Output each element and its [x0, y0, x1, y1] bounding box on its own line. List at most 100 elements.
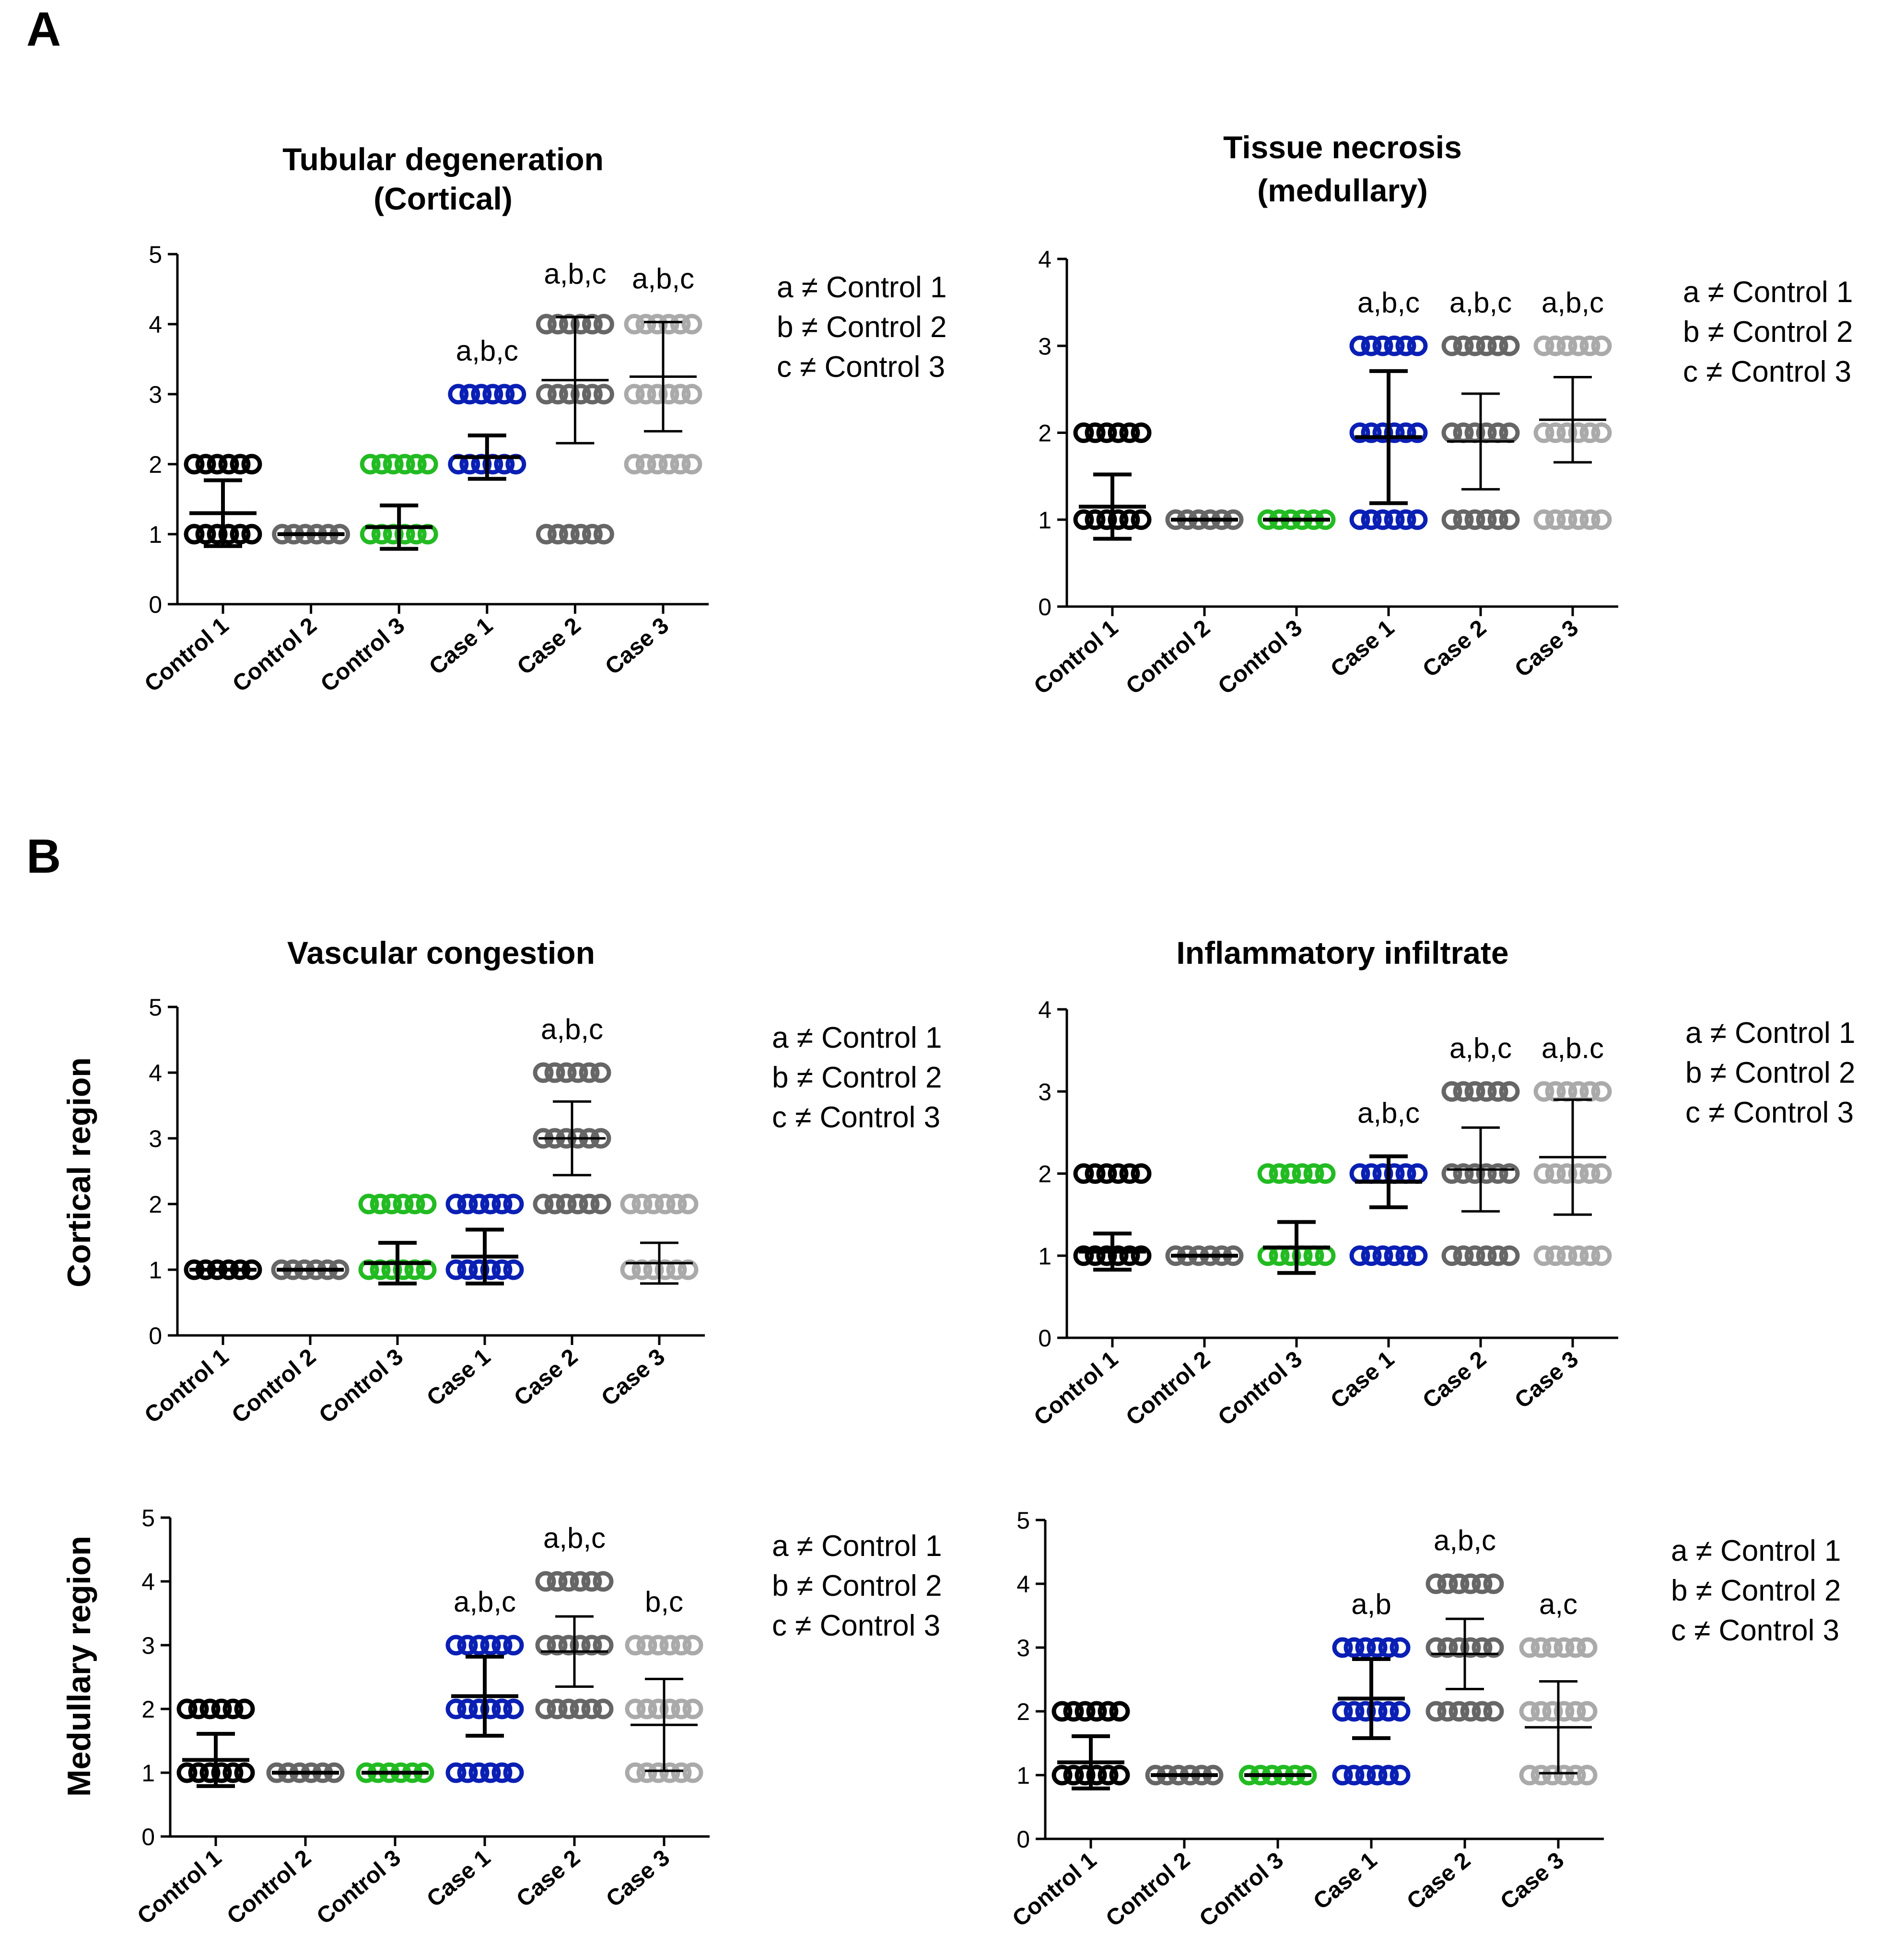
data-point	[582, 524, 603, 545]
data-point	[1533, 1163, 1554, 1184]
y-tick-label: 3	[1016, 1635, 1030, 1661]
data-point	[1119, 1163, 1140, 1184]
data-point	[195, 524, 216, 545]
data-point	[1545, 509, 1566, 530]
data-point	[1098, 1765, 1119, 1786]
data-point	[1085, 422, 1106, 443]
data-point	[1579, 335, 1600, 356]
data-point	[503, 1259, 524, 1280]
data-point	[1476, 335, 1497, 356]
y-tick-label: 5	[149, 994, 162, 1021]
data-point	[503, 1698, 524, 1719]
data-point	[381, 1193, 402, 1215]
x-tick-label: Case 2	[513, 613, 586, 680]
data-point	[1565, 1637, 1586, 1658]
x-tick-label: Case 1	[422, 1344, 495, 1411]
data-point	[558, 1571, 579, 1592]
data-point	[1487, 1245, 1508, 1266]
data-point	[635, 454, 656, 475]
data-point	[503, 1635, 524, 1656]
data-point	[1554, 1637, 1575, 1658]
data-point	[624, 454, 645, 475]
data-point	[1332, 1701, 1353, 1722]
data-point	[1542, 1637, 1563, 1658]
x-tick-label: Case 2	[509, 1344, 583, 1411]
data-point	[188, 1698, 209, 1719]
data-point	[468, 1193, 490, 1215]
y-tick-label: 0	[141, 1824, 155, 1850]
data-point	[631, 1259, 653, 1280]
data-point	[1096, 1245, 1117, 1266]
y-tick-label: 2	[149, 1191, 162, 1218]
legend-line: c ≠ Control 3	[1671, 1614, 1839, 1647]
data-point	[1533, 1081, 1554, 1102]
data-point	[211, 1698, 232, 1719]
chart-subtitle: (Cortical)	[374, 181, 513, 216]
data-point	[1384, 1245, 1405, 1266]
data-point	[659, 1698, 680, 1719]
data-point	[360, 454, 381, 475]
data-point	[677, 1259, 699, 1280]
data-point	[670, 384, 691, 405]
data-point	[1556, 422, 1577, 443]
data-point	[1075, 1765, 1096, 1786]
data-point	[581, 1571, 602, 1592]
data-point	[1460, 1573, 1481, 1594]
data-point	[1483, 1701, 1504, 1722]
data-point	[241, 524, 262, 545]
data-point	[636, 1698, 657, 1719]
x-tick-label: Case 3	[601, 1845, 675, 1912]
data-point	[1361, 335, 1382, 356]
data-point	[1476, 1081, 1497, 1102]
data-point	[536, 314, 557, 335]
data-point	[1472, 1701, 1493, 1722]
x-tick-label: Control 1	[140, 1344, 234, 1428]
data-point	[1554, 1765, 1575, 1786]
data-point	[1568, 509, 1589, 530]
data-point	[681, 314, 702, 335]
chart-title: Tissue necrosis	[1223, 129, 1462, 165]
y-tick-label: 2	[1016, 1698, 1030, 1725]
chart-subtitle: (medullary)	[1257, 173, 1428, 208]
data-point	[1063, 1701, 1084, 1722]
x-tick-label: Case 2	[1402, 1848, 1475, 1915]
data-point	[1390, 1701, 1411, 1722]
data-point	[1407, 1245, 1428, 1266]
data-point	[1108, 1163, 1129, 1184]
data-point	[1545, 1163, 1566, 1184]
legend-line: b ≠ Control 2	[1671, 1574, 1841, 1607]
data-point	[230, 524, 251, 545]
data-point	[383, 454, 404, 475]
legend-line: a ≠ Control 1	[1683, 276, 1853, 309]
data-point	[1545, 422, 1566, 443]
data-point	[1448, 1573, 1470, 1594]
data-point	[234, 1698, 255, 1719]
significance-annotation: a,b,c	[1434, 1524, 1496, 1556]
significance-annotation: a,b,c	[632, 263, 694, 295]
data-point	[176, 1698, 198, 1719]
data-point	[199, 1762, 221, 1783]
chart-title: Vascular congestion	[287, 935, 595, 971]
data-point	[1108, 509, 1129, 530]
significance-annotation: a,b,c	[541, 1013, 603, 1045]
data-point	[1577, 1765, 1598, 1786]
data-point	[581, 1635, 602, 1656]
data-point	[503, 1762, 524, 1783]
data-point	[1441, 335, 1462, 356]
data-point	[1349, 509, 1370, 530]
data-point	[1464, 1081, 1485, 1102]
data-point	[445, 1698, 467, 1719]
x-tick-label: Case 1	[424, 613, 498, 680]
data-point	[1441, 1163, 1462, 1184]
data-point	[1568, 335, 1589, 356]
data-point	[581, 1698, 602, 1719]
data-point	[567, 1193, 588, 1215]
data-point	[1441, 1245, 1462, 1266]
data-point	[620, 1259, 641, 1280]
data-point	[1519, 1637, 1540, 1658]
data-point	[1395, 1245, 1416, 1266]
significance-annotation: a,b,c	[543, 1522, 606, 1554]
data-point	[471, 384, 492, 405]
data-point	[468, 1698, 490, 1719]
data-point	[1395, 422, 1416, 443]
